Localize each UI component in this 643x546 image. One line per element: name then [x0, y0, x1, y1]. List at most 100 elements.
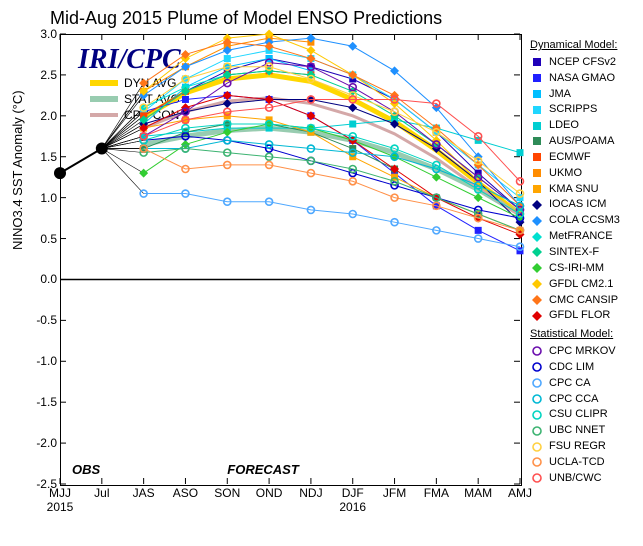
forecast-label: FORECAST — [227, 462, 299, 477]
legend-label: UKMO — [549, 166, 582, 181]
legend-marker-icon — [530, 87, 544, 101]
ytick-label: -0.5 — [17, 313, 57, 327]
legend-marker-icon — [530, 230, 544, 244]
legend-marker-icon — [530, 344, 544, 358]
legend-row: NCEP CFSv2 — [530, 55, 620, 70]
xtick-label: JFM — [383, 486, 406, 500]
legend-label: CS-IRI-MM — [549, 261, 604, 276]
legend-marker-icon — [530, 119, 544, 133]
ytick-label: -1.5 — [17, 395, 57, 409]
legend-label: CSU CLIPR — [549, 407, 608, 422]
ytick-label: 0.5 — [17, 232, 57, 246]
legend-marker-icon — [530, 440, 544, 454]
legend-marker-icon — [530, 103, 544, 117]
legend-row: COLA CCSM3 — [530, 213, 620, 228]
legend-marker-icon — [530, 55, 544, 69]
legend-label: FSU REGR — [549, 439, 606, 454]
legend-marker-icon — [530, 471, 544, 485]
legend-label: AUS/POAMA — [549, 134, 614, 149]
legend-label: CMC CANSIP — [549, 293, 618, 308]
ytick-label: -1.0 — [17, 354, 57, 368]
xtick-label: MJJ — [49, 486, 71, 500]
legend-marker-icon — [530, 392, 544, 406]
legend-row: FSU REGR — [530, 439, 620, 454]
legend-label: ECMWF — [549, 150, 591, 165]
xtick-label: MAM — [464, 486, 492, 500]
legend-label: NASA GMAO — [549, 71, 615, 86]
legend-marker-icon — [530, 424, 544, 438]
xtick-label: DJF — [342, 486, 364, 500]
legend-label: GFDL FLOR — [549, 308, 610, 323]
legend-marker-icon — [530, 261, 544, 275]
legend-label: SINTEX-F — [549, 245, 599, 260]
legend-marker-icon — [530, 182, 544, 196]
legend-marker-icon — [530, 198, 544, 212]
legend-label: COLA CCSM3 — [549, 213, 620, 228]
legend-row: CPC MRKOV — [530, 344, 620, 359]
legend-label: LDEO — [549, 118, 579, 133]
legend-header-statistical: Statistical Model: — [530, 327, 620, 342]
legend-marker-icon — [530, 166, 544, 180]
model-legend: Dynamical Model: NCEP CFSv2NASA GMAOJMASC… — [530, 38, 620, 487]
legend-row: AUS/POAMA — [530, 134, 620, 149]
legend-label: JMA — [549, 87, 571, 102]
legend-marker-icon — [530, 293, 544, 307]
legend-label: UBC NNET — [549, 423, 605, 438]
legend-label: CPC MRKOV — [549, 344, 616, 359]
xtick-label: ASO — [173, 486, 198, 500]
legend-row: MetFRANCE — [530, 229, 620, 244]
legend-row: CMC CANSIP — [530, 293, 620, 308]
ytick-label: 2.5 — [17, 68, 57, 82]
legend-label: SCRIPPS — [549, 102, 597, 117]
ytick-label: 1.0 — [17, 191, 57, 205]
legend-header-dynamical: Dynamical Model: — [530, 38, 620, 53]
legend-row: UBC NNET — [530, 423, 620, 438]
xtick-label: AMJ — [508, 486, 532, 500]
legend-row: CPC CCA — [530, 392, 620, 407]
ytick-label: 3.0 — [17, 27, 57, 41]
legend-row: ECMWF — [530, 150, 620, 165]
legend-marker-icon — [530, 277, 544, 291]
chart-container: Mid-Aug 2015 Plume of Model ENSO Predict… — [0, 0, 643, 546]
legend-row: GFDL FLOR — [530, 308, 620, 323]
ytick-label: 2.0 — [17, 109, 57, 123]
xyear-label: 2016 — [339, 500, 366, 514]
xtick-label: JAS — [133, 486, 155, 500]
legend-marker-icon — [530, 360, 544, 374]
legend-label: MetFRANCE — [549, 229, 613, 244]
legend-marker-icon — [530, 376, 544, 390]
obs-label: OBS — [72, 462, 100, 477]
legend-label: UCLA-TCD — [549, 455, 605, 470]
xtick-label: FMA — [424, 486, 449, 500]
xtick-label: Jul — [94, 486, 109, 500]
legend-marker-icon — [530, 134, 544, 148]
legend-marker-icon — [530, 71, 544, 85]
legend-marker-icon — [530, 214, 544, 228]
legend-row: JMA — [530, 87, 620, 102]
legend-label: NCEP CFSv2 — [549, 55, 616, 70]
xtick-label: NDJ — [299, 486, 322, 500]
legend-marker-icon — [530, 309, 544, 323]
legend-marker-icon — [530, 408, 544, 422]
legend-label: CDC LIM — [549, 360, 594, 375]
legend-label: CPC CCA — [549, 392, 599, 407]
legend-row: NASA GMAO — [530, 71, 620, 86]
legend-row: CDC LIM — [530, 360, 620, 375]
xyear-label: 2015 — [47, 500, 74, 514]
ytick-label: 1.5 — [17, 150, 57, 164]
legend-label: UNB/CWC — [549, 471, 602, 486]
legend-row: SCRIPPS — [530, 102, 620, 117]
legend-row: IOCAS ICM — [530, 197, 620, 212]
legend-marker-icon — [530, 150, 544, 164]
legend-row: UKMO — [530, 166, 620, 181]
legend-row: CSU CLIPR — [530, 407, 620, 422]
xtick-label: OND — [256, 486, 283, 500]
legend-marker-icon — [530, 455, 544, 469]
legend-row: UNB/CWC — [530, 471, 620, 486]
legend-row: KMA SNU — [530, 182, 620, 197]
ytick-label: -2.0 — [17, 436, 57, 450]
legend-row: UCLA-TCD — [530, 455, 620, 470]
legend-label: IOCAS ICM — [549, 197, 606, 212]
legend-row: CS-IRI-MM — [530, 261, 620, 276]
xtick-label: SON — [214, 486, 240, 500]
